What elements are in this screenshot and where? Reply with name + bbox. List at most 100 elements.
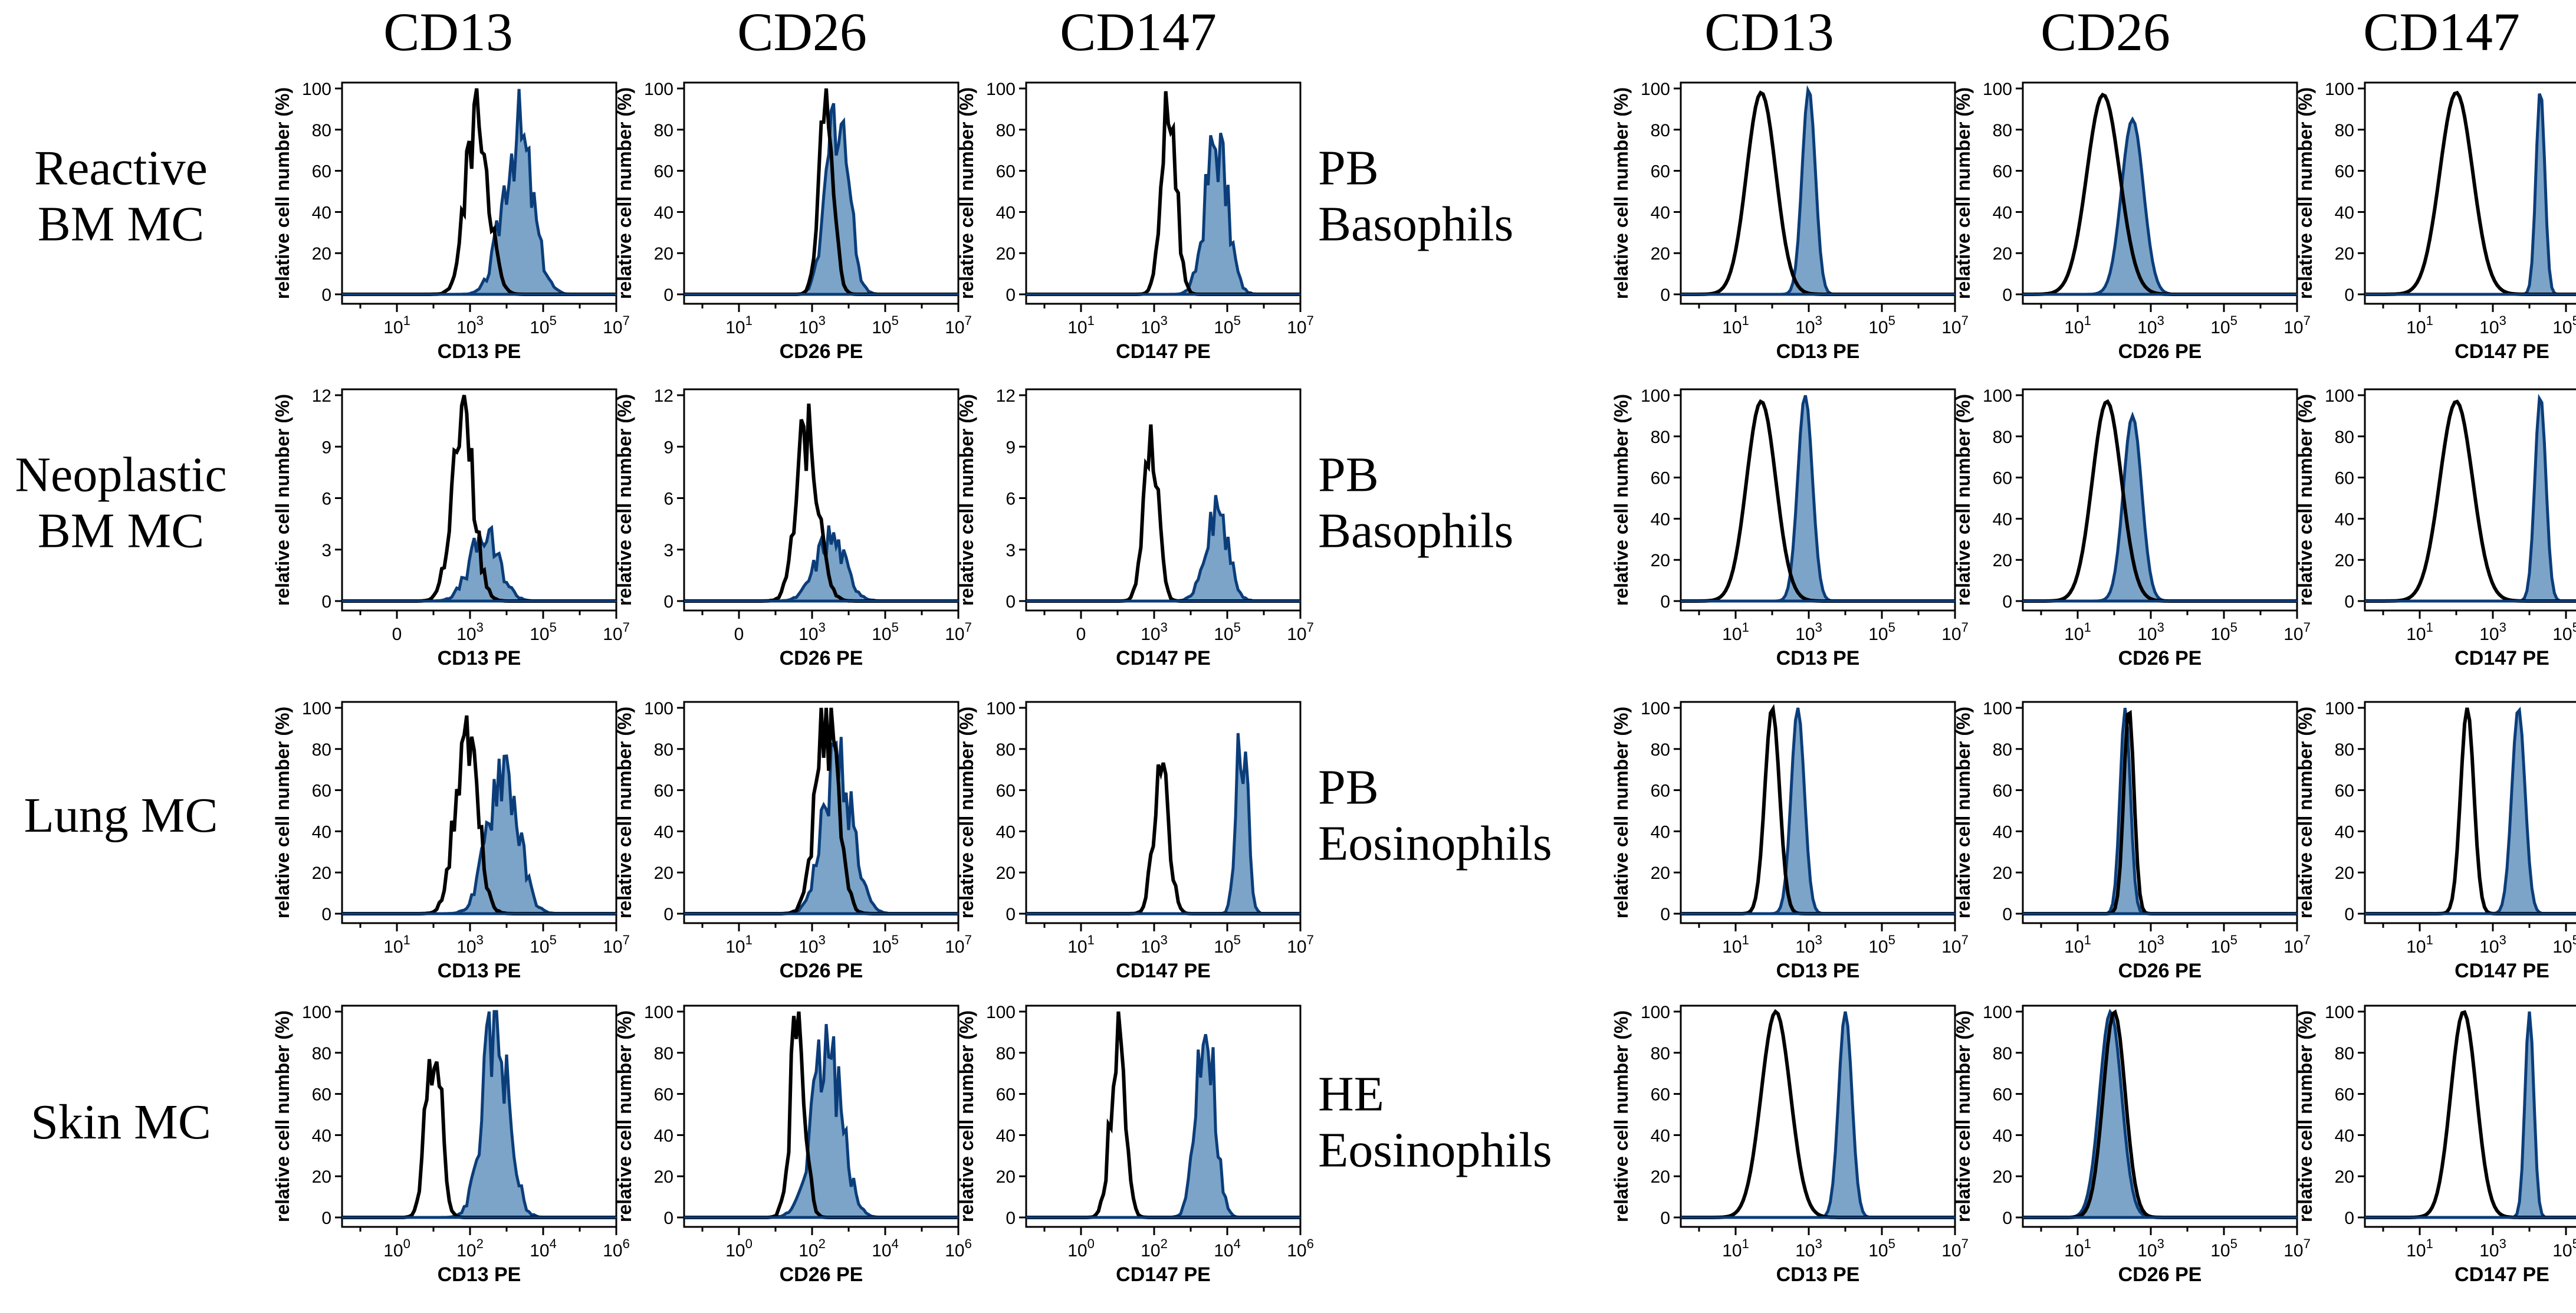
y-tick-label: 60 [1993,1085,2012,1105]
y-tick-label: 100 [2325,699,2354,718]
y-tick-label: 20 [654,864,673,883]
y-tick-label: 0 [663,905,673,924]
y-tick-label: 100 [644,699,673,718]
y-tick-label: 0 [2344,592,2354,612]
x-tick-label: 101 [2406,1236,2433,1261]
y-axis-label: relative cell number (%) [1953,1010,1974,1222]
column-header-left-cd147: CD147 [1060,2,1217,62]
y-tick-label: 100 [1641,699,1670,718]
x-tick-label: 103 [456,313,484,337]
histogram-panel-R-r2-CD26: 0 20 40 60 80 100 relative cell number (%) 101 1… [1953,386,2311,669]
y-axis-label: relative cell number (%) [1953,394,1974,606]
x-tick-label: 103 [1795,1236,1822,1261]
column-header-left-cd26: CD26 [737,2,867,62]
histogram-panel-R-r2-CD13: 0 20 40 60 80 100 relative cell number (%) 101 1… [1611,386,1969,669]
y-tick-label: 0 [1660,592,1670,612]
y-tick-label: 20 [2335,551,2354,570]
x-tick-label: 105 [2552,313,2576,337]
x-tick-label: 105 [1868,313,1895,337]
y-tick-label: 80 [1993,1044,2012,1063]
y-tick-label: 100 [1641,386,1670,406]
x-axis-label: CD147 PE [2455,1263,2549,1286]
plot-frame [1025,388,1302,612]
x-tick-label: 101 [725,313,753,337]
x-tick-label: 104 [530,1236,557,1261]
x-tick-label: 105 [2210,313,2237,337]
y-tick-label: 20 [996,864,1016,883]
x-tick-label: 101 [2064,313,2091,337]
y-tick-label: 80 [654,740,673,760]
y-tick-label: 0 [1660,905,1670,924]
y-axis-label: relative cell number (%) [272,1010,293,1222]
x-tick-label: 103 [2137,933,2164,957]
x-axis-label: CD13 PE [438,340,521,363]
y-tick-label: 100 [302,80,331,99]
x-tick-label: 107 [1941,933,1969,957]
plot-frame [2022,81,2298,305]
y-tick-label: 40 [654,822,673,842]
isotype-control-histogram [2365,1010,2576,1219]
x-tick-label: 105 [872,313,899,337]
y-tick-label: 80 [1651,1044,1670,1063]
histogram-panel-L-r4-CD147: 0 20 40 60 80 100 relative cell number (%) 100 1… [956,1003,1314,1286]
y-tick-label: 80 [1993,428,2012,447]
x-tick-label: 103 [799,313,826,337]
y-tick-label: 60 [654,162,673,182]
stained-histogram [342,1010,616,1219]
histogram-panel-L-r3-CD13: 0 20 40 60 80 100 relative cell number (%) 101 1… [272,699,630,982]
y-tick-label: 20 [1993,864,2012,883]
stained-histogram [684,525,958,603]
x-axis-label: CD13 PE [1776,960,1860,982]
plot-frame [2364,1005,2576,1228]
y-tick-label: 60 [2335,162,2354,182]
y-tick-label: 40 [654,1126,673,1145]
histogram-panel-L-r3-CD147: 0 20 40 60 80 100 relative cell number (%) 101 1… [956,699,1314,982]
isotype-control-histogram [1026,424,1300,603]
y-tick-label: 40 [312,203,331,222]
isotype-control-histogram [342,88,616,296]
y-tick-label: 40 [1993,1126,2012,1145]
isotype-control-histogram [2023,710,2297,915]
y-tick-label: 3 [321,541,331,560]
y-tick-label: 100 [1983,386,2012,406]
histogram-panel-R-r1-CD13: 0 20 40 60 80 100 relative cell number (%) 101 1… [1611,80,1969,363]
y-tick-label: 80 [1651,121,1670,140]
y-tick-label: 12 [654,386,673,406]
x-tick-label: 107 [2283,933,2311,957]
y-tick-label: 20 [996,1167,1016,1187]
y-tick-label: 40 [1651,510,1670,529]
y-tick-label: 60 [2335,469,2354,488]
x-tick-label: 103 [2479,313,2506,337]
plot-frame [1680,1005,1956,1228]
x-tick-label: 103 [799,620,826,644]
x-tick-label: 101 [383,933,410,957]
y-tick-label: 9 [663,438,673,457]
column-header-right-cd26: CD26 [2041,2,2170,62]
y-tick-label: 0 [1006,905,1016,924]
isotype-control-histogram [2023,399,2297,603]
y-tick-label: 60 [996,1085,1016,1105]
x-tick-label: 103 [1141,313,1168,337]
stained-histogram [1026,1034,1300,1219]
x-tick-label: 107 [2283,1236,2311,1261]
y-tick-label: 0 [321,592,331,612]
x-tick-label: 105 [530,933,557,957]
y-tick-label: 80 [996,1044,1016,1063]
y-tick-label: 6 [1006,490,1016,509]
y-tick-label: 100 [644,1003,673,1022]
y-tick-label: 60 [1651,1085,1670,1105]
y-tick-label: 100 [2325,386,2354,406]
y-axis-label: relative cell number (%) [1953,707,1974,918]
x-tick-label: 107 [945,313,972,337]
stained-histogram [1026,733,1300,915]
x-tick-label: 103 [456,620,484,644]
x-axis-label: CD13 PE [438,960,521,982]
y-tick-label: 40 [1993,822,2012,842]
x-tick-label: 107 [1941,620,1969,644]
y-tick-label: 100 [986,699,1016,718]
y-tick-label: 20 [1651,551,1670,570]
y-tick-label: 0 [2002,1209,2012,1228]
x-tick-label: 101 [725,933,753,957]
y-tick-label: 20 [2335,864,2354,883]
y-tick-label: 100 [986,1003,1016,1022]
